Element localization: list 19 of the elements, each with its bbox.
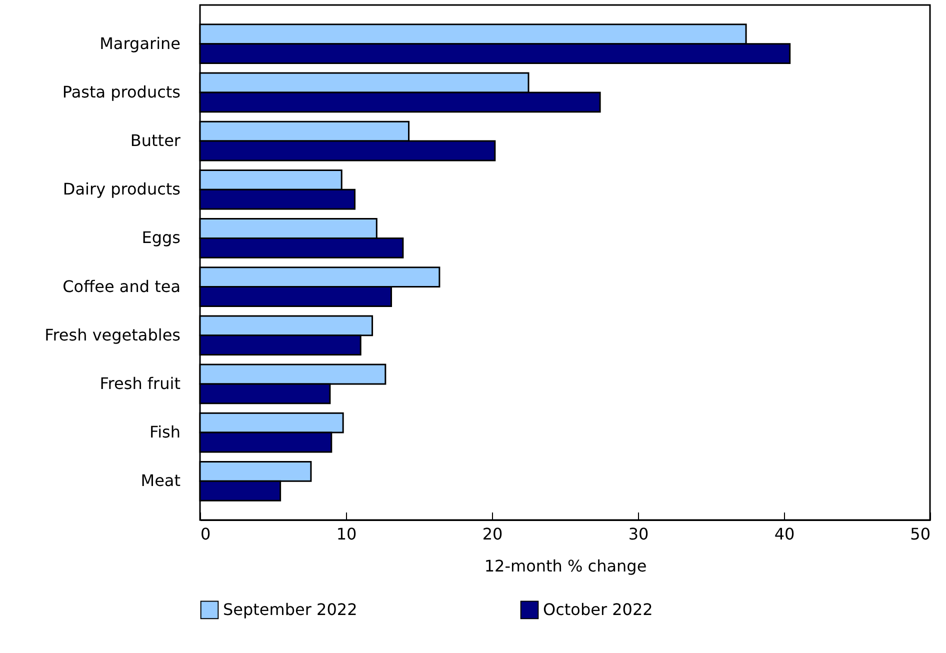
- legend-label: September 2022: [223, 600, 358, 619]
- y-tick-label: Fresh fruit: [100, 374, 180, 393]
- y-tick-label: Pasta products: [62, 82, 180, 102]
- y-tick-label: Fish: [150, 422, 180, 442]
- x-tick-label: 10: [336, 524, 357, 544]
- x-tick-label: 20: [482, 524, 503, 544]
- y-tick-label: Meat: [140, 471, 180, 490]
- x-tick-label: 40: [774, 524, 795, 544]
- y-tick-label: Margarine: [100, 34, 180, 53]
- y-tick-label: Butter: [130, 131, 181, 150]
- x-axis-title: 12-month % change: [484, 556, 647, 576]
- y-tick-label: Eggs: [142, 228, 180, 248]
- x-tick-label: 30: [628, 524, 649, 544]
- y-tick-label: Fresh vegetables: [44, 325, 180, 344]
- x-tick-label: 0: [200, 524, 211, 544]
- x-tick-label: 50: [910, 524, 930, 544]
- y-tick-label: Coffee and tea: [62, 276, 180, 296]
- y-tick-label: Dairy products: [62, 180, 180, 199]
- legend-label: October 2022: [543, 600, 653, 619]
